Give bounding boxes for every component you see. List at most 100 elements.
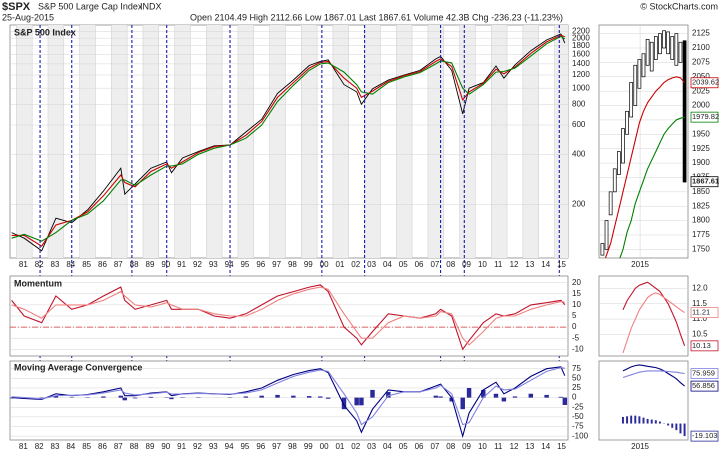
candle	[645, 39, 650, 66]
year-band	[427, 25, 444, 258]
x-tick-label: 07	[430, 260, 439, 269]
x-tick-label: 2015	[631, 260, 649, 269]
y-tick-label: 5	[572, 311, 577, 320]
candle	[649, 41, 654, 72]
x-tick-label: 84	[66, 442, 75, 451]
plot	[10, 282, 568, 351]
panel-title: S&P 500 Index	[14, 27, 76, 37]
quote: Open 2104.49 High 2112.66 Low 1867.01 La…	[190, 12, 563, 22]
x-tick-label: 00	[320, 442, 329, 451]
x-tick-label: 05	[399, 442, 408, 451]
series-line	[622, 292, 685, 354]
symbol: $SPX	[2, 1, 31, 13]
value-tag	[690, 111, 719, 123]
y-tick-label: 10	[572, 300, 581, 309]
series-line	[11, 33, 566, 252]
candle	[600, 243, 605, 256]
x-tick-label: 97	[272, 260, 281, 269]
x-tick-label: 00	[320, 260, 329, 269]
y-tick-label: 2100	[692, 43, 710, 52]
series-line	[11, 286, 565, 346]
x-tick-label: 06	[415, 260, 424, 269]
x-tick-label: 85	[82, 442, 91, 451]
histogram-bar	[433, 395, 439, 398]
x-tick-label: 02	[351, 442, 360, 451]
value-tag-label: 56.856	[692, 381, 715, 390]
x-tick-label: 13	[525, 260, 534, 269]
candle	[625, 110, 629, 135]
x-tick-label: 82	[35, 260, 44, 269]
histogram-bar	[634, 415, 637, 424]
x-tick-label: 15	[557, 442, 566, 451]
histogram-bar	[626, 416, 629, 424]
year-band	[332, 25, 349, 258]
year-band	[269, 25, 286, 258]
y-tick-label: 12.0	[692, 283, 708, 292]
y-tick-label: 1900	[692, 158, 710, 167]
x-tick-label: 91	[177, 442, 186, 451]
histogram-bar	[118, 395, 124, 398]
x-tick-label: 08	[446, 260, 455, 269]
value-tag-label: 1979.82	[692, 112, 719, 121]
histogram-bar	[169, 397, 174, 400]
y-tick-label: 20	[572, 278, 581, 287]
year-band	[206, 25, 223, 258]
histogram-bar	[306, 396, 312, 398]
x-tick-label: 88	[130, 442, 139, 451]
year-band	[301, 25, 318, 258]
year-band	[142, 25, 159, 258]
x-tick-label: 94	[225, 260, 234, 269]
y-tick-label: 400	[572, 149, 586, 158]
x-tick-label: 91	[177, 260, 186, 269]
y-tick-label: 2200	[572, 26, 590, 35]
year-band	[237, 25, 254, 258]
histogram-bar	[386, 391, 391, 398]
value-tag	[690, 368, 719, 379]
x-tick-label: 92	[193, 442, 202, 451]
histogram-bar	[148, 396, 154, 398]
histogram-bar	[438, 396, 443, 398]
value-tag-label: -19.103	[692, 431, 717, 440]
y-tick-label: 1925	[692, 144, 710, 153]
x-tick-label: 12	[510, 442, 519, 451]
x-tick-label: 14	[541, 260, 550, 269]
x-tick-label: 08	[446, 442, 455, 451]
value-tag-label: 75.959	[692, 369, 715, 378]
candle	[641, 53, 646, 78]
x-tick-label: 97	[272, 442, 281, 451]
x-tick-label: 12	[510, 260, 519, 269]
x-tick-label: 98	[288, 442, 297, 451]
index-name: S&P 500 Large Cap Index	[38, 1, 143, 11]
y-tick-label: -25	[572, 402, 584, 411]
y-tick-label: 800	[572, 99, 586, 108]
series-line	[11, 366, 566, 439]
y-tick-label: -75	[572, 422, 584, 431]
value-tag	[690, 430, 719, 442]
y-tick-label: 2075	[692, 58, 710, 67]
histogram-bar	[646, 418, 649, 424]
x-tick-label: 01	[335, 442, 344, 451]
histogram-bar	[53, 395, 59, 398]
x-tick-label: 03	[367, 442, 376, 451]
candle	[678, 41, 683, 63]
x-tick-label: 11	[494, 260, 503, 269]
y-tick-label: -10	[572, 344, 584, 353]
series-line	[622, 364, 685, 387]
y-tick-label: 2050	[692, 72, 710, 81]
candle	[621, 128, 625, 164]
histogram-bar	[675, 423, 678, 431]
x-tick-label: 01	[335, 260, 344, 269]
y-tick-label: 10.5	[692, 330, 708, 339]
x-tick-label: 83	[51, 260, 60, 269]
x-tick-label: 09	[462, 442, 471, 451]
year-band	[364, 25, 381, 258]
histogram-bar	[243, 396, 249, 398]
year-band	[47, 25, 64, 258]
year-band	[16, 25, 33, 258]
x-tick-label: 95	[240, 260, 249, 269]
x-tick-label: 89	[146, 260, 155, 269]
x-tick-label: 86	[98, 442, 107, 451]
value-tag	[690, 307, 719, 319]
y-tick-label: 1400	[572, 59, 590, 68]
histogram-bar	[481, 389, 486, 398]
